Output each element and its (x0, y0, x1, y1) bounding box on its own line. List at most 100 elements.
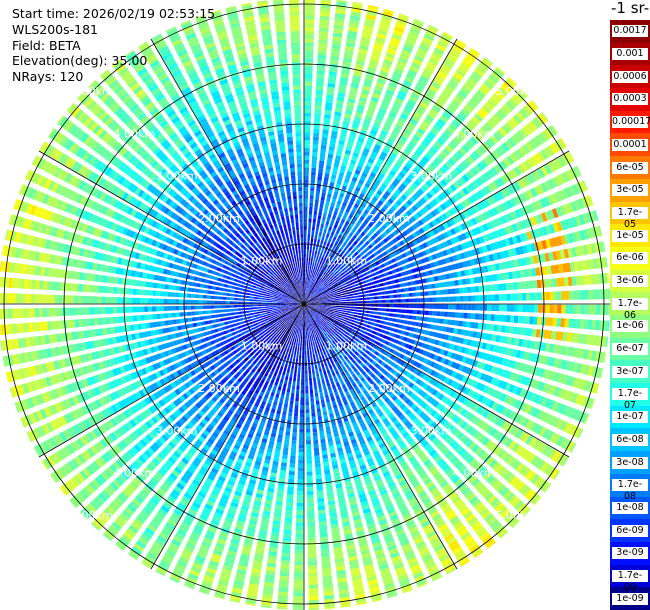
radar-cell (370, 253, 376, 259)
radar-cell (431, 198, 439, 206)
radar-cell (311, 299, 315, 302)
radar-cell (450, 139, 459, 148)
radar-cell (394, 97, 404, 105)
radar-cell (588, 195, 594, 206)
radar-cell (416, 292, 421, 297)
radar-cell (440, 91, 450, 100)
radar-cell (580, 290, 585, 300)
radar-cell (401, 132, 410, 139)
radar-cell (455, 93, 466, 102)
radar-cell (324, 353, 328, 359)
radar-cell (556, 317, 561, 327)
radar-cell (314, 203, 319, 208)
radar-cell (411, 194, 419, 201)
radar-cell (319, 19, 330, 25)
radar-cell (319, 536, 329, 542)
radar-cell (592, 289, 597, 300)
radar-cell (575, 275, 581, 286)
radar-cell (313, 345, 316, 350)
radar-cell (550, 193, 558, 204)
radar-cell (380, 103, 389, 111)
radar-cell (521, 281, 526, 290)
radar-cell (334, 207, 339, 213)
radar-cell (315, 271, 318, 276)
radar-cell (491, 71, 502, 81)
radar-cell (306, 448, 312, 453)
radar-cell (310, 191, 315, 196)
radar-cell (306, 280, 308, 285)
radar-cell (322, 407, 327, 412)
radar-cell (324, 272, 329, 277)
radar-cell (452, 181, 460, 190)
radar-cell (350, 210, 356, 216)
radar-cell (337, 225, 342, 231)
radar-cell (342, 215, 347, 220)
radar-cell (571, 216, 578, 228)
radar-cell (304, 292, 306, 297)
radar-cell (298, 366, 301, 371)
radar-cell (354, 265, 359, 270)
radar-cell (378, 278, 383, 283)
radar-cell (322, 212, 327, 217)
radar-cell (451, 288, 456, 294)
radar-cell (392, 244, 398, 250)
radar-cell (349, 324, 354, 328)
radar-cell (318, 164, 324, 169)
radar-cell (446, 230, 453, 237)
radar-cell (308, 273, 310, 278)
radar-cell (537, 168, 546, 179)
radar-cell (327, 288, 332, 292)
radar-cell (446, 186, 454, 194)
radar-cell (338, 300, 343, 302)
radar-cell (412, 239, 418, 246)
radar-cell (336, 147, 343, 153)
radar-cell (419, 173, 427, 181)
radar-cell (382, 165, 389, 172)
radar-cell (321, 363, 325, 368)
radar-cell (347, 187, 353, 193)
radar-cell (358, 234, 363, 240)
radar-cell (334, 241, 339, 247)
radar-cell (442, 163, 450, 172)
radar-cell (441, 131, 451, 140)
radar-cell (407, 269, 413, 275)
radar-cell (439, 289, 445, 295)
radar-cell (334, 307, 339, 309)
radar-cell (299, 432, 304, 437)
radar-cell (541, 130, 550, 141)
radar-cell (296, 350, 299, 355)
radar-cell (345, 292, 350, 295)
radar-cell (372, 288, 377, 292)
radar-cell (305, 284, 307, 289)
radar-cell (331, 44, 341, 50)
radar-cell (366, 297, 371, 300)
radar-cell (304, 136, 311, 141)
radar-cell (313, 238, 317, 243)
radar-cell (456, 214, 463, 222)
radar-cell (326, 295, 331, 298)
radar-cell (310, 175, 316, 180)
radar-cell (416, 316, 421, 321)
radar-cell (398, 197, 405, 204)
radar-cell (304, 210, 308, 215)
radar-cell (578, 214, 586, 225)
radar-cell (312, 287, 316, 292)
radar-cell (322, 253, 326, 258)
radar-cell (445, 161, 453, 169)
radar-cell (417, 219, 424, 226)
radar-cell (353, 225, 358, 231)
radar-cell (539, 198, 547, 208)
radar-cell (410, 62, 421, 70)
radar-cell (424, 271, 430, 277)
radar-cell (489, 231, 496, 240)
radar-cell (324, 283, 328, 287)
radar-cell (370, 296, 374, 300)
radar-cell (400, 288, 405, 293)
radar-cell (350, 322, 355, 326)
radar-cell (316, 281, 320, 285)
radar-cell (297, 487, 304, 492)
radar-cell (330, 248, 335, 253)
radar-cell (321, 552, 330, 557)
radar-cell (380, 287, 385, 291)
radar-cell (304, 148, 310, 152)
